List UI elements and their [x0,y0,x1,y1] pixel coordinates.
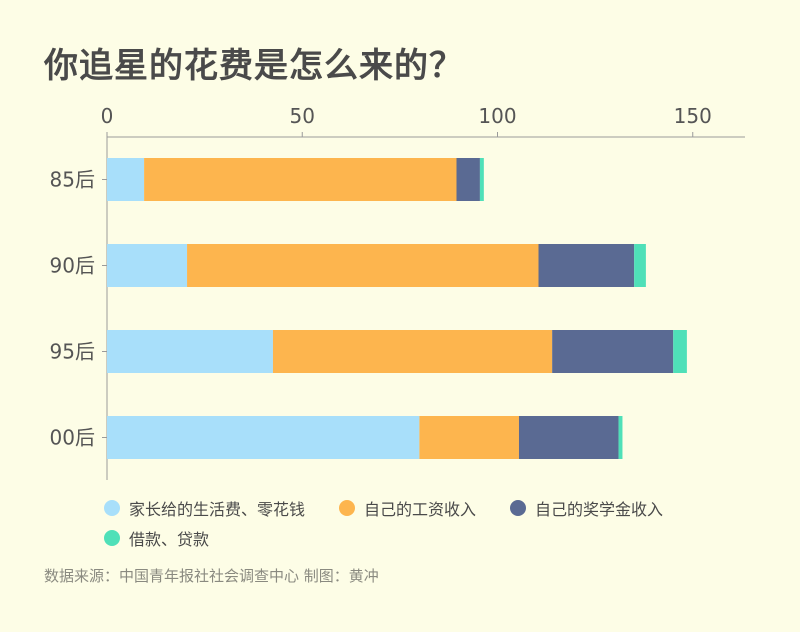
legend-label: 借款、贷款 [129,530,210,549]
legend-swatch [510,500,527,516]
bar-segment [107,416,420,459]
bar-segment [187,244,539,287]
legend-label: 自己的奖学金收入 [535,500,664,519]
legend-item: 自己的工资收入 [339,496,476,520]
bar-segment [419,416,519,459]
y-tick-label: 90后 [50,254,95,278]
y-tick-label: 85后 [50,168,95,192]
legend-item: 借款、贷款 [104,526,209,550]
chart-title: 你追星的花费是怎么来的？ [44,46,464,86]
legend-label: 家长给的生活费、零花钱 [129,500,306,519]
bar-segment [634,244,646,287]
bar-segment [479,158,484,201]
bar-segment [144,158,457,201]
x-tick-label: 100 [478,104,516,128]
bar-segment [673,330,687,373]
bar-segment [552,330,674,373]
bar-segment [107,244,188,287]
legend: 家长给的生活费、零花钱 自己的工资收入 自己的奖学金收入借款、贷款 [104,496,764,550]
y-tick-label: 95后 [50,340,95,364]
legend-item: 家长给的生活费、零花钱 [104,496,305,520]
bar-segment [107,330,273,373]
bar-segment [107,158,145,201]
legend-swatch [104,530,120,546]
legend-swatch [104,500,120,516]
bar-segment [538,244,635,287]
legend-label: 自己的工资收入 [364,500,477,519]
legend-item: 自己的奖学金收入 [510,496,663,520]
y-axis: 85后 90后 95后 00后 [50,137,108,480]
bar-segment [456,158,480,201]
bars [107,158,687,459]
bar-segment [272,330,553,373]
legend-swatch [339,500,356,516]
x-axis: 0 50 100 150 [101,104,745,138]
bar-segment [518,416,619,459]
x-tick-label: 0 [101,104,114,128]
bar-segment [618,416,623,459]
y-tick-label: 00后 [50,426,95,450]
source-note: 数据来源：中国青年报社社会调查中心 制图：黄冲 [44,567,379,585]
x-tick-label: 50 [290,104,315,128]
x-tick-label: 150 [674,104,712,128]
